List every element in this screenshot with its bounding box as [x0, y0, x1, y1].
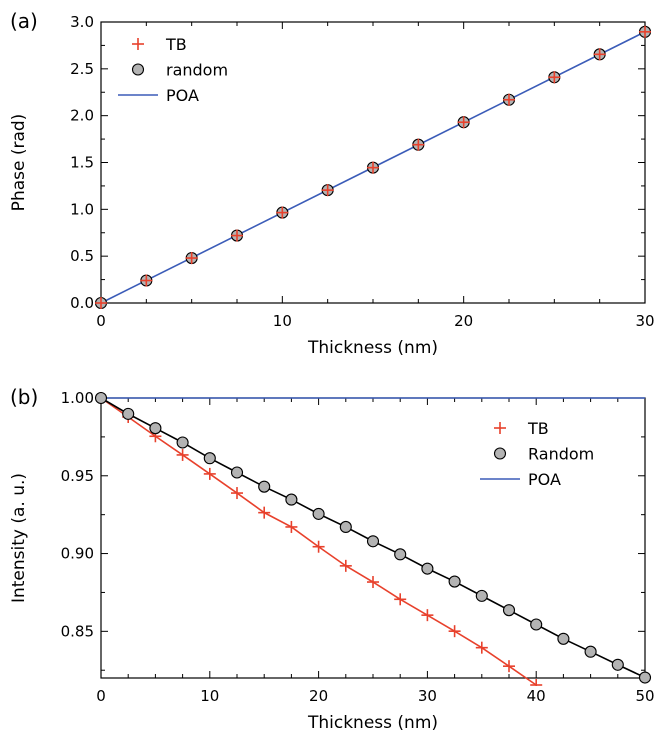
y-tick-label: 0.5: [70, 247, 94, 265]
plus-marker: [231, 229, 243, 242]
legend-item-random: random: [131, 61, 228, 80]
plus-marker: [285, 520, 298, 533]
circle-marker: [394, 548, 407, 561]
plus-marker: [231, 487, 243, 500]
panel-label: (a): [10, 9, 38, 33]
circle-marker: [176, 436, 189, 449]
legend-item-poa: POA: [118, 86, 199, 105]
legend-label: TB: [527, 419, 549, 438]
plus-marker: [203, 467, 216, 480]
circle-marker: [502, 604, 516, 617]
circle-marker: [638, 671, 652, 684]
circle-marker: [203, 452, 216, 465]
legend: TB Random POA: [480, 419, 594, 489]
plus-marker: [448, 625, 461, 638]
plus-marker: [258, 506, 271, 519]
x-tick-label: 20: [454, 312, 473, 330]
circle-marker: [285, 493, 298, 506]
y-tick-label: 2.0: [70, 107, 94, 125]
chart-panel-a: 0 10 20 30 0.0 0.5 1.0 1.5 2.0 2.5 3.0 Thickness (n…: [9, 9, 655, 358]
circle-marker: [312, 507, 325, 520]
y-tick-label: 2.5: [70, 60, 94, 78]
circle-marker: [421, 562, 434, 575]
circle-marker: [366, 535, 380, 548]
circle-marker: [149, 422, 162, 435]
circle-marker: [530, 618, 543, 631]
x-tick-label: 0: [96, 312, 106, 330]
circle-marker: [584, 645, 597, 658]
legend-item-tb: TB: [132, 35, 187, 54]
tb-series: [95, 25, 651, 309]
plus-marker: [95, 297, 107, 309]
y-tick-label: 0.95: [61, 467, 94, 485]
circle-marker: [557, 632, 570, 645]
y-tick-label: 0.0: [70, 294, 94, 312]
plus-marker: [394, 593, 407, 606]
y-tick-label: 1.00: [61, 389, 94, 407]
y-tick-label: 0.85: [61, 622, 94, 640]
x-tick-label: 50: [635, 687, 654, 705]
plus-marker: [276, 206, 289, 219]
plus-marker: [475, 641, 488, 654]
circle-marker: [230, 466, 244, 479]
legend-swatch-circle: [131, 63, 145, 76]
plus-marker: [639, 25, 651, 38]
plus-marker: [548, 71, 561, 84]
circle-marker: [448, 575, 461, 588]
x-tick-label: 30: [418, 687, 437, 705]
plus-marker: [367, 161, 379, 174]
data-area: [94, 25, 652, 310]
legend-label: POA: [528, 470, 561, 489]
circle-marker: [475, 589, 488, 602]
legend-label: Random: [528, 445, 594, 464]
plus-marker: [185, 252, 198, 265]
y-tick-label: 1.0: [70, 200, 94, 218]
data-area: [94, 391, 652, 686]
plus-marker: [321, 184, 334, 197]
plus-marker: [593, 48, 606, 61]
legend-label: random: [166, 61, 228, 80]
plus-marker: [176, 448, 189, 461]
plus-marker: [457, 116, 470, 129]
circle-marker: [258, 480, 271, 493]
x-axis-title: Thickness (nm): [307, 713, 438, 733]
legend: TB random POA: [118, 35, 228, 105]
plus-marker: [421, 609, 434, 622]
x-tick-label: 0: [96, 687, 106, 705]
x-tick-label: 10: [273, 312, 292, 330]
legend-swatch-circle: [493, 447, 507, 460]
plus-marker: [530, 679, 543, 686]
y-tick-label: 1.5: [70, 154, 94, 172]
plus-marker: [367, 576, 379, 589]
panel-label: (b): [10, 385, 38, 409]
circle-marker: [122, 407, 135, 420]
chart-panel-b: 0 10 20 30 40 50 0.85 0.90 0.95 1.00 Thickness (nm…: [9, 385, 655, 733]
plus-marker: [140, 274, 153, 287]
legend-item-random: Random: [493, 445, 594, 464]
plus-marker: [339, 559, 352, 572]
plus-marker: [412, 138, 425, 151]
y-axis-title: Phase (rad): [9, 114, 29, 212]
y-axis-title: Intensity (a. u.): [9, 473, 29, 603]
x-tick-label: 20: [309, 687, 328, 705]
random-series: [94, 391, 652, 684]
x-axis-title: Thickness (nm): [307, 338, 438, 358]
legend-label: POA: [166, 86, 199, 105]
y-tick-label: 0.90: [61, 545, 94, 563]
x-tick-label: 10: [200, 687, 219, 705]
legend-item-tb: TB: [494, 419, 549, 438]
legend-item-poa: POA: [480, 470, 561, 489]
plus-marker: [312, 540, 325, 553]
tb-series: [95, 392, 543, 686]
x-tick-label: 40: [527, 687, 546, 705]
circle-marker: [611, 658, 624, 671]
plus-marker: [503, 660, 515, 673]
y-tick-label: 3.0: [70, 13, 94, 31]
x-tick-label: 30: [635, 312, 654, 330]
legend-label: TB: [165, 35, 187, 54]
circle-marker: [339, 520, 352, 534]
plus-marker: [503, 93, 515, 106]
circle-marker: [94, 391, 108, 405]
